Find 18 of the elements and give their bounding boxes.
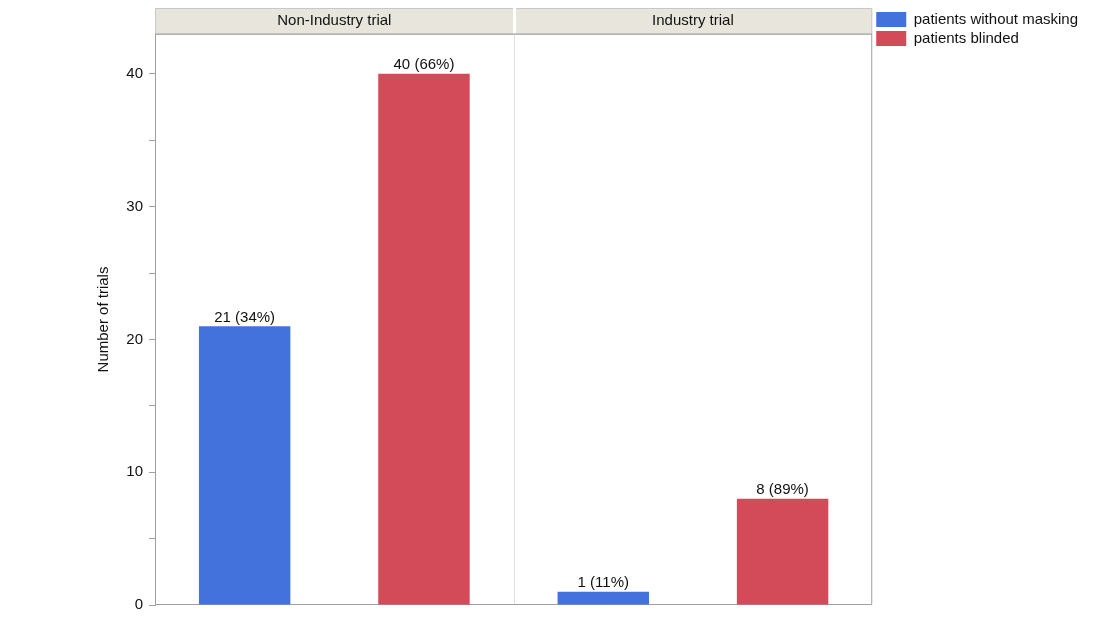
bar [198,326,291,605]
y-tick-label: 40 [126,63,143,81]
data-label: 1 (11%) [577,573,629,591]
y-tick-label: 30 [126,196,143,214]
y-tick-label: 10 [126,462,143,480]
bar [378,73,470,605]
data-label: 8 (89%) [756,480,809,498]
bar [557,591,649,605]
x-tick-label: Non-Industry trial [277,11,392,29]
y-tick-label: 0 [134,595,143,613]
x-tick-label: Industry trial [652,11,734,29]
legend-label: patients blinded [913,28,1019,46]
y-tick-label: 20 [126,329,143,347]
legend-label: patients without masking [913,9,1079,27]
data-label: 40 (66%) [393,55,455,73]
y-axis-title: Number of trials [94,266,112,373]
bar [736,498,829,605]
data-label: 21 (34%) [214,307,276,325]
